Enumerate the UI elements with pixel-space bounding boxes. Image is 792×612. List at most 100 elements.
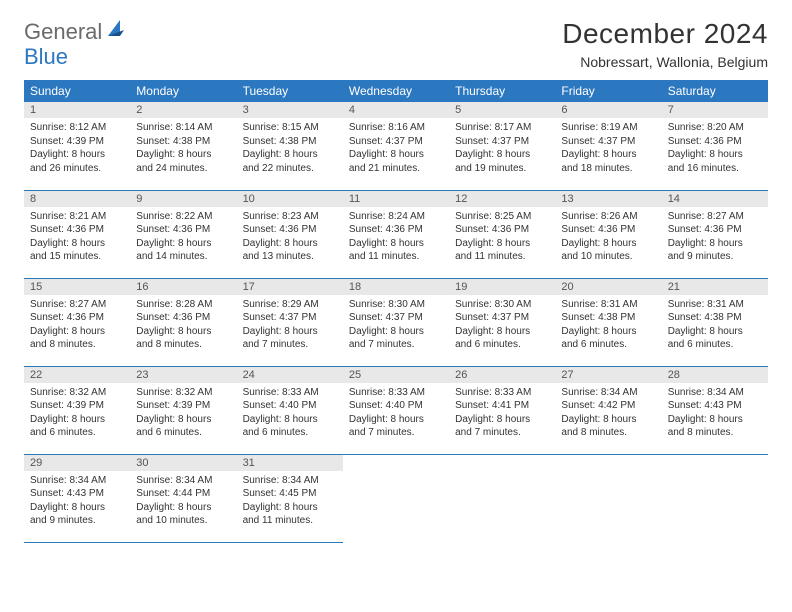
- day-number: 21: [662, 279, 768, 295]
- day-content: Sunrise: 8:20 AMSunset: 4:36 PMDaylight:…: [662, 118, 768, 179]
- sunrise-line: Sunrise: 8:15 AM: [243, 121, 337, 135]
- calendar-cell: 10Sunrise: 8:23 AMSunset: 4:36 PMDayligh…: [237, 190, 343, 278]
- calendar-cell: 16Sunrise: 8:28 AMSunset: 4:36 PMDayligh…: [130, 278, 236, 366]
- day-content: Sunrise: 8:34 AMSunset: 4:42 PMDaylight:…: [555, 383, 661, 444]
- sunset-line: Sunset: 4:38 PM: [136, 135, 230, 149]
- day-content: Sunrise: 8:32 AMSunset: 4:39 PMDaylight:…: [24, 383, 130, 444]
- day-number: 3: [237, 102, 343, 118]
- calendar-cell: 7Sunrise: 8:20 AMSunset: 4:36 PMDaylight…: [662, 102, 768, 190]
- day-number: 15: [24, 279, 130, 295]
- daylight-line: Daylight: 8 hours and 7 minutes.: [349, 413, 443, 440]
- day-content: Sunrise: 8:30 AMSunset: 4:37 PMDaylight:…: [343, 295, 449, 356]
- sunrise-line: Sunrise: 8:30 AM: [349, 298, 443, 312]
- calendar-cell: 29Sunrise: 8:34 AMSunset: 4:43 PMDayligh…: [24, 454, 130, 542]
- calendar-week: 29Sunrise: 8:34 AMSunset: 4:43 PMDayligh…: [24, 454, 768, 542]
- day-number: 10: [237, 191, 343, 207]
- day-content: Sunrise: 8:34 AMSunset: 4:43 PMDaylight:…: [24, 471, 130, 532]
- sunset-line: Sunset: 4:40 PM: [349, 399, 443, 413]
- day-number: 30: [130, 455, 236, 471]
- sunrise-line: Sunrise: 8:16 AM: [349, 121, 443, 135]
- day-content: Sunrise: 8:33 AMSunset: 4:40 PMDaylight:…: [343, 383, 449, 444]
- day-header: Sunday: [24, 80, 130, 102]
- sunset-line: Sunset: 4:37 PM: [349, 135, 443, 149]
- day-number: 14: [662, 191, 768, 207]
- day-content: Sunrise: 8:29 AMSunset: 4:37 PMDaylight:…: [237, 295, 343, 356]
- day-content: Sunrise: 8:34 AMSunset: 4:44 PMDaylight:…: [130, 471, 236, 532]
- day-number: 18: [343, 279, 449, 295]
- day-number: 5: [449, 102, 555, 118]
- sunrise-line: Sunrise: 8:33 AM: [243, 386, 337, 400]
- daylight-line: Daylight: 8 hours and 6 minutes.: [668, 325, 762, 352]
- day-number: 24: [237, 367, 343, 383]
- day-header: Tuesday: [237, 80, 343, 102]
- daylight-line: Daylight: 8 hours and 7 minutes.: [349, 325, 443, 352]
- day-content: Sunrise: 8:32 AMSunset: 4:39 PMDaylight:…: [130, 383, 236, 444]
- calendar-cell: [662, 454, 768, 542]
- sunset-line: Sunset: 4:36 PM: [561, 223, 655, 237]
- calendar-cell: 20Sunrise: 8:31 AMSunset: 4:38 PMDayligh…: [555, 278, 661, 366]
- calendar-cell: 2Sunrise: 8:14 AMSunset: 4:38 PMDaylight…: [130, 102, 236, 190]
- day-header: Saturday: [662, 80, 768, 102]
- day-content: Sunrise: 8:28 AMSunset: 4:36 PMDaylight:…: [130, 295, 236, 356]
- calendar-cell: 31Sunrise: 8:34 AMSunset: 4:45 PMDayligh…: [237, 454, 343, 542]
- sunrise-line: Sunrise: 8:20 AM: [668, 121, 762, 135]
- location: Nobressart, Wallonia, Belgium: [562, 54, 768, 70]
- sunset-line: Sunset: 4:36 PM: [455, 223, 549, 237]
- calendar-cell: 25Sunrise: 8:33 AMSunset: 4:40 PMDayligh…: [343, 366, 449, 454]
- day-number: 17: [237, 279, 343, 295]
- sunset-line: Sunset: 4:37 PM: [243, 311, 337, 325]
- header: General December 2024 Nobressart, Wallon…: [24, 18, 768, 70]
- calendar-cell: 5Sunrise: 8:17 AMSunset: 4:37 PMDaylight…: [449, 102, 555, 190]
- calendar-cell: 9 Sunrise: 8:22 AMSunset: 4:36 PMDaylight…: [130, 190, 236, 278]
- sunrise-line: Sunrise: 8:27 AM: [30, 298, 124, 312]
- day-header: Monday: [130, 80, 236, 102]
- day-content: Sunrise: 8:14 AMSunset: 4:38 PMDaylight:…: [130, 118, 236, 179]
- sunrise-line: Sunrise: 8:24 AM: [349, 210, 443, 224]
- day-content: Sunrise: 8:34 AMSunset: 4:43 PMDaylight:…: [662, 383, 768, 444]
- day-number: 9: [130, 191, 236, 207]
- day-content: Sunrise: 8:19 AMSunset: 4:37 PMDaylight:…: [555, 118, 661, 179]
- sunset-line: Sunset: 4:39 PM: [30, 399, 124, 413]
- calendar-cell: 14Sunrise: 8:27 AMSunset: 4:36 PMDayligh…: [662, 190, 768, 278]
- daylight-line: Daylight: 8 hours and 26 minutes.: [30, 148, 124, 175]
- calendar-cell: 21Sunrise: 8:31 AMSunset: 4:38 PMDayligh…: [662, 278, 768, 366]
- daylight-line: Daylight: 8 hours and 14 minutes.: [136, 237, 230, 264]
- calendar-body: 1Sunrise: 8:12 AMSunset: 4:39 PMDaylight…: [24, 102, 768, 542]
- calendar-cell: 24Sunrise: 8:33 AMSunset: 4:40 PMDayligh…: [237, 366, 343, 454]
- day-number: 22: [24, 367, 130, 383]
- day-number: 31: [237, 455, 343, 471]
- calendar-week: 22Sunrise: 8:32 AMSunset: 4:39 PMDayligh…: [24, 366, 768, 454]
- day-content: Sunrise: 8:33 AMSunset: 4:40 PMDaylight:…: [237, 383, 343, 444]
- sunset-line: Sunset: 4:36 PM: [136, 223, 230, 237]
- sunrise-line: Sunrise: 8:19 AM: [561, 121, 655, 135]
- day-header-row: SundayMondayTuesdayWednesdayThursdayFrid…: [24, 80, 768, 102]
- calendar-cell: 11Sunrise: 8:24 AMSunset: 4:36 PMDayligh…: [343, 190, 449, 278]
- sunset-line: Sunset: 4:36 PM: [349, 223, 443, 237]
- day-content: Sunrise: 8:15 AMSunset: 4:38 PMDaylight:…: [237, 118, 343, 179]
- sunset-line: Sunset: 4:36 PM: [668, 223, 762, 237]
- sunset-line: Sunset: 4:36 PM: [668, 135, 762, 149]
- daylight-line: Daylight: 8 hours and 19 minutes.: [455, 148, 549, 175]
- calendar-cell: 8Sunrise: 8:21 AMSunset: 4:36 PMDaylight…: [24, 190, 130, 278]
- sunset-line: Sunset: 4:38 PM: [243, 135, 337, 149]
- day-number: 7: [662, 102, 768, 118]
- logo-text-accent: Blue: [24, 44, 68, 69]
- sunrise-line: Sunrise: 8:22 AM: [136, 210, 230, 224]
- daylight-line: Daylight: 8 hours and 22 minutes.: [243, 148, 337, 175]
- calendar-cell: [343, 454, 449, 542]
- sunset-line: Sunset: 4:43 PM: [30, 487, 124, 501]
- daylight-line: Daylight: 8 hours and 8 minutes.: [561, 413, 655, 440]
- sunrise-line: Sunrise: 8:31 AM: [561, 298, 655, 312]
- daylight-line: Daylight: 8 hours and 7 minutes.: [455, 413, 549, 440]
- sunrise-line: Sunrise: 8:21 AM: [30, 210, 124, 224]
- calendar-cell: 19Sunrise: 8:30 AMSunset: 4:37 PMDayligh…: [449, 278, 555, 366]
- calendar-week: 8Sunrise: 8:21 AMSunset: 4:36 PMDaylight…: [24, 190, 768, 278]
- calendar-cell: 12Sunrise: 8:25 AMSunset: 4:36 PMDayligh…: [449, 190, 555, 278]
- sunrise-line: Sunrise: 8:34 AM: [136, 474, 230, 488]
- calendar-cell: 6Sunrise: 8:19 AMSunset: 4:37 PMDaylight…: [555, 102, 661, 190]
- day-number: 6: [555, 102, 661, 118]
- sunrise-line: Sunrise: 8:26 AM: [561, 210, 655, 224]
- logo-text-main: General: [24, 19, 102, 45]
- calendar-week: 15Sunrise: 8:27 AMSunset: 4:36 PMDayligh…: [24, 278, 768, 366]
- sunrise-line: Sunrise: 8:32 AM: [30, 386, 124, 400]
